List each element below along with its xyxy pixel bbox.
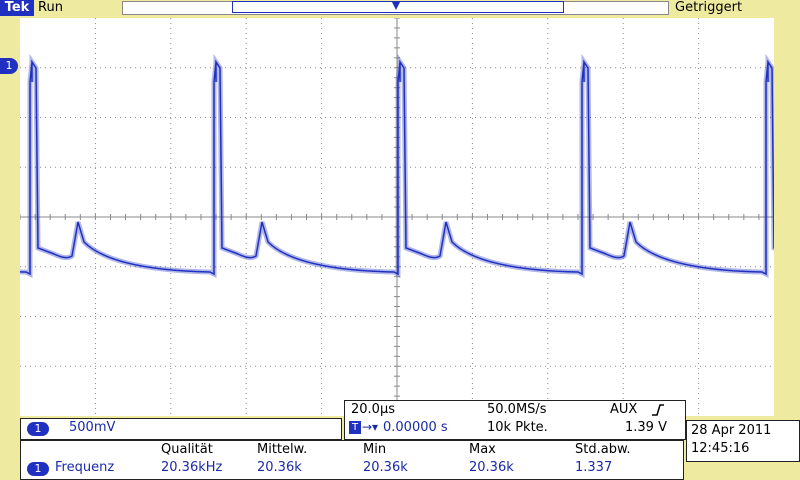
position-arrow-icon: →▾ [362,420,379,434]
datetime-panel: 28 Apr 2011 12:45:16 [686,420,800,462]
channel-1-marker[interactable]: 1 [0,58,18,74]
timebase-panel[interactable]: 20.0µs 50.0MS/s AUX T →▾ 0.00000 s 10k P… [344,400,686,440]
waveform-display [20,18,774,416]
value-mean: 20.36k [257,460,302,475]
position-icon: T [349,421,361,434]
channel-scale: 500mV [69,420,116,435]
measurement-panel[interactable]: Qualität Mittelw. Min Max Std.abw. 1 Fre… [20,440,684,480]
time: 12:45:16 [691,441,750,456]
header-mean: Mittelw. [257,442,308,457]
waveform-envelope [20,53,774,279]
brand-logo: Tek [0,0,34,16]
trigger-state: Getriggert [675,0,743,15]
trigger-level: 1.39 V [625,420,667,435]
channel-panel[interactable]: 1 500mV [20,418,342,440]
trigger-source: AUX [610,402,638,417]
record-length: 10k Pkte. [487,420,548,435]
view-window-indicator[interactable] [232,1,564,13]
measurement-name: Frequenz [55,460,115,475]
horizontal-position: 0.00000 s [383,420,448,435]
value-stddev: 1.337 [575,460,613,475]
value-max: 20.36k [469,460,514,475]
date: 28 Apr 2011 [691,423,772,438]
header-stddev: Std.abw. [575,442,631,457]
value-quality: 20.36kHz [161,460,223,475]
sample-rate: 50.0MS/s [487,402,547,417]
waveform-trace [20,59,774,276]
measurement-channel-badge: 1 [27,462,49,476]
rising-edge-icon [652,404,664,416]
channel-badge: 1 [27,422,49,436]
header-min: Min [363,442,387,457]
trigger-position-arrow-icon [392,2,400,10]
header-max: Max [469,442,496,457]
time-scale: 20.0µs [351,402,395,417]
run-state: Run [38,0,63,15]
value-min: 20.36k [363,460,408,475]
graticule [20,18,774,416]
header-quality: Qualität [161,442,213,457]
status-bar: Tek Run Getriggert [0,0,800,18]
